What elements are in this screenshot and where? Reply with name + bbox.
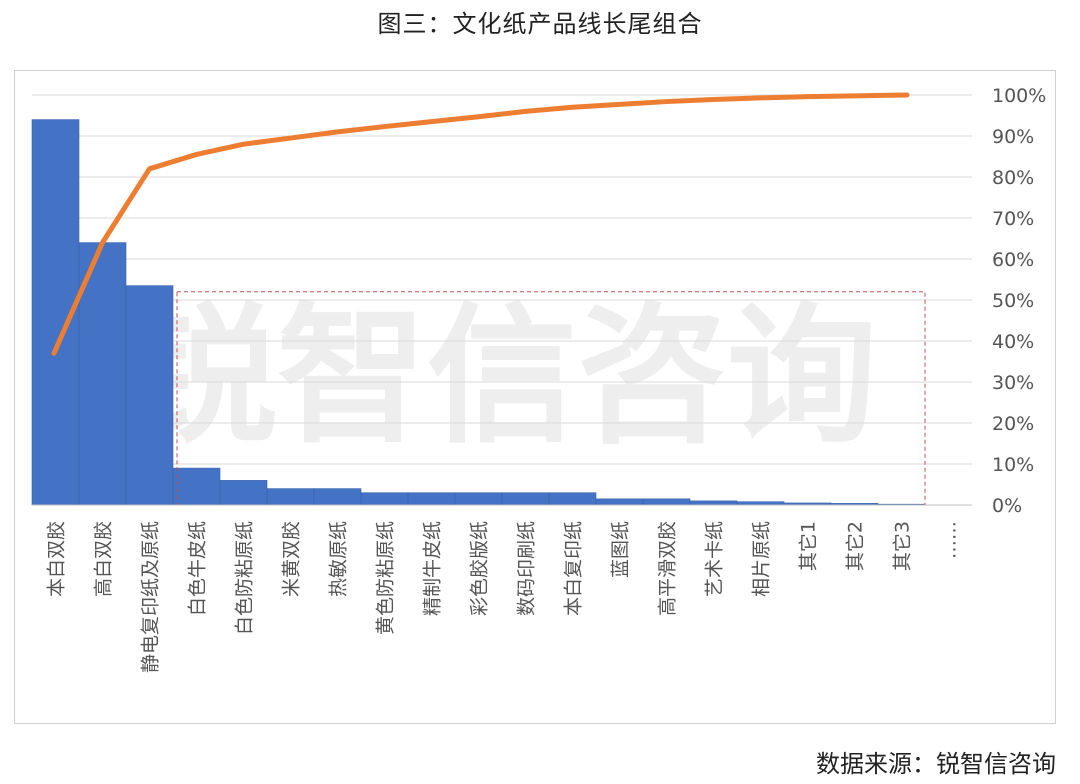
bar [313,488,362,506]
bar [266,488,315,506]
x-tick-label: 高白双胶 [93,521,115,597]
bar [360,492,409,506]
x-tick-label: 白色牛皮纸 [187,521,209,616]
x-tick-label: 其它1 [798,521,820,571]
bar [407,492,456,506]
bar [78,242,127,506]
bar [219,480,268,506]
x-tick-label: 热敏原纸 [328,521,350,597]
x-tick-label: 相片原纸 [751,521,773,597]
x-tick-label: 黄色防粘原纸 [375,521,397,635]
y-tick-label: 100% [992,85,1046,107]
bar [501,492,550,506]
x-tick-label: 蓝图纸 [610,521,632,578]
x-tick-label: …… [939,521,961,559]
y-tick-label: 30% [992,372,1034,394]
x-tick-label: 其它3 [892,521,914,571]
bar [454,492,503,506]
bar [125,285,174,506]
y-tick-label: 20% [992,413,1034,435]
x-tick-label: 精制牛皮纸 [422,521,444,616]
y-tick-label: 50% [992,290,1034,312]
y-tick-label: 80% [992,167,1034,189]
bar [642,498,691,506]
x-tick-label: 白色防粘原纸 [234,521,256,635]
x-tick-label: 其它2 [845,521,867,571]
bar [548,492,597,506]
y-tick-label: 90% [992,126,1034,148]
y-tick-label: 70% [992,208,1034,230]
x-tick-label: 米黄双胶 [281,521,303,597]
x-tick-label: 数码印刷纸 [516,521,538,616]
y-tick-label: 10% [992,454,1034,476]
watermark: 锐智信咨询 [127,290,877,464]
y-tick-label: 0% [992,495,1022,517]
x-tick-label: 静电复印纸及原纸 [140,521,162,673]
chart-frame [14,70,1056,724]
source-note: 数据来源：锐智信咨询 [816,750,1056,778]
x-tick-label: 艺术卡纸 [704,521,726,597]
bar [689,500,738,506]
cumulative-line [51,92,910,356]
x-tick-label: 本白双胶 [46,521,68,597]
bar [172,467,221,506]
x-tick-label: 彩色胶版纸 [469,521,491,616]
long-tail-highlight-box [176,291,926,506]
y-tick-label: 40% [992,331,1034,353]
x-tick-label: 本白复印纸 [563,521,585,616]
x-tick-label: 高平滑双胶 [657,521,679,616]
chart-title: 图三：文化纸产品线长尾组合 [377,10,703,38]
y-tick-label: 60% [992,249,1034,271]
bar [595,498,644,506]
